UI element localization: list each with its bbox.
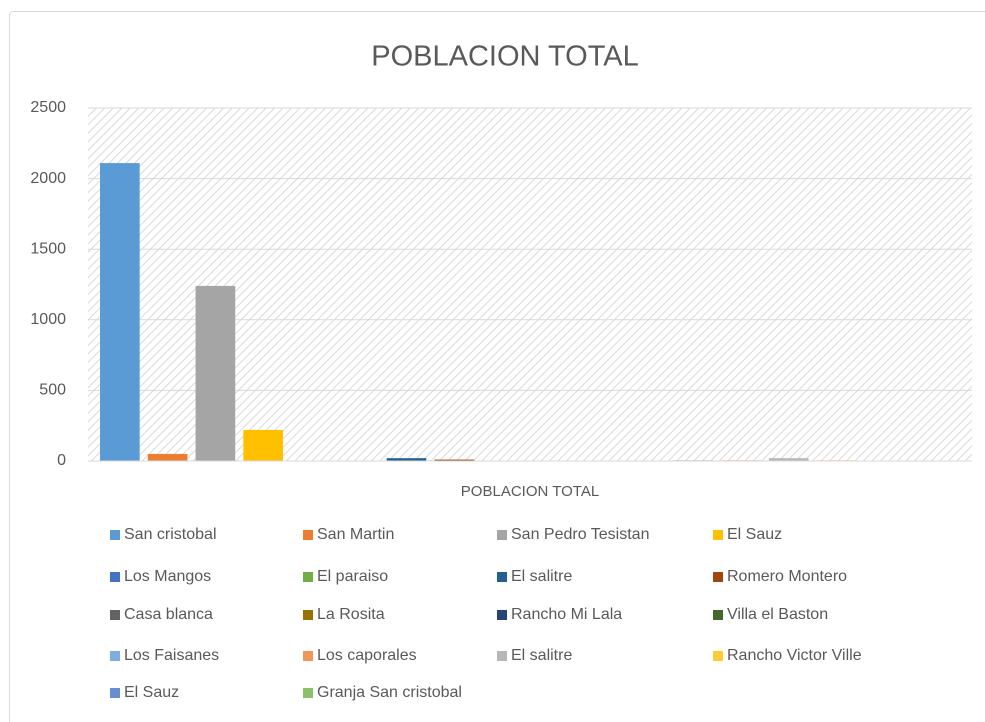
legend-label: Los Mangos <box>124 568 211 585</box>
legend-swatch <box>110 688 120 698</box>
bar <box>386 458 427 461</box>
bar <box>147 453 188 461</box>
legend-swatch <box>713 651 723 661</box>
legend-label: San cristobal <box>124 526 217 543</box>
legend-label: El paraiso <box>317 568 388 585</box>
legend-swatch <box>713 610 723 620</box>
legend-label: La Rosita <box>317 606 385 623</box>
legend-label: El salitre <box>511 647 572 664</box>
legend-label: El salitre <box>511 568 572 585</box>
legend-swatch <box>110 610 120 620</box>
legend-swatch <box>110 572 120 582</box>
legend-label: Granja San cristobal <box>317 684 462 701</box>
bar <box>243 429 284 461</box>
legend-swatch <box>303 688 313 698</box>
legend-swatch <box>303 572 313 582</box>
plot-area <box>88 108 972 461</box>
y-tick-label: 0 <box>57 452 66 469</box>
legend-label: El Sauz <box>124 684 179 701</box>
x-tick-label: POBLACION TOTAL <box>461 483 599 500</box>
legend-label: Los caporales <box>317 647 417 664</box>
legend-label: Rancho Victor Ville <box>727 647 862 664</box>
legend-swatch <box>497 530 507 540</box>
bar <box>195 285 236 461</box>
legend-label: Romero Montero <box>727 568 847 585</box>
chart-title: POBLACION TOTAL <box>371 41 639 73</box>
legend-swatch <box>303 651 313 661</box>
legend-swatch <box>303 610 313 620</box>
y-tick-label: 2500 <box>30 99 66 116</box>
bar <box>434 459 475 461</box>
y-tick-label: 1500 <box>30 240 66 257</box>
legend-swatch <box>497 651 507 661</box>
y-tick-label: 1000 <box>30 311 66 328</box>
legend-label: San Martin <box>317 526 394 543</box>
bar <box>768 458 809 461</box>
legend-swatch <box>497 610 507 620</box>
y-tick-label: 2000 <box>30 170 66 187</box>
legend-swatch <box>713 530 723 540</box>
legend-swatch <box>110 530 120 540</box>
legend-label: El Sauz <box>727 526 782 543</box>
legend-label: Casa blanca <box>124 606 213 623</box>
legend-label: San Pedro Tesistan <box>511 526 649 543</box>
legend-label: Villa el Baston <box>727 606 828 623</box>
bar <box>100 163 140 461</box>
legend-label: Los Faisanes <box>124 647 219 664</box>
legend-swatch <box>303 530 313 540</box>
legend-swatch <box>713 572 723 582</box>
legend-label: Rancho Mi Lala <box>511 606 622 623</box>
legend-swatch <box>497 572 507 582</box>
legend-swatch <box>110 651 120 661</box>
y-tick-label: 500 <box>39 382 66 399</box>
